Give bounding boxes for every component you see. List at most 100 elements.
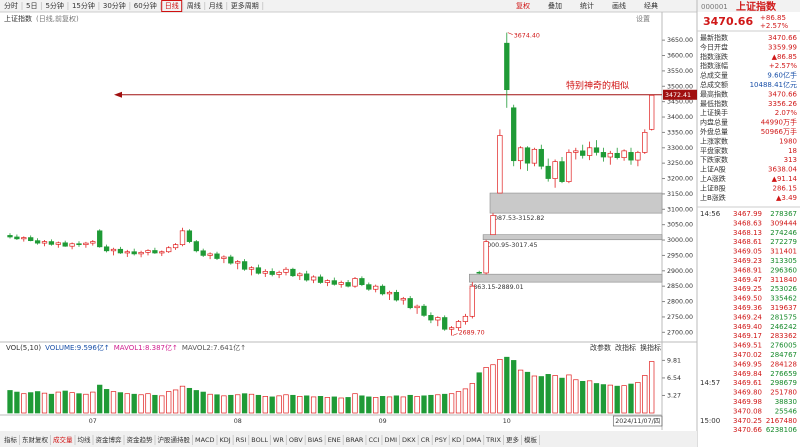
period-tab[interactable]: 更多周期 [231,1,259,10]
indicator-tab[interactable]: OBV [289,436,303,444]
tool-button[interactable]: 经典 [644,1,658,10]
candle-body [262,271,268,274]
tick-price: 3470.08 [733,407,762,415]
annotation: 特别神奇的相似 [566,79,629,91]
indicator-tab[interactable]: DKX [402,436,416,444]
period-tab[interactable]: 60分钟 [134,1,157,10]
indicator-tab[interactable]: 沪股通持股 [158,435,191,444]
indicator-tab[interactable]: BRAR [346,436,364,444]
tick-volume: 38830 [775,398,797,406]
indicator-tab[interactable]: RSI [236,436,247,444]
tool-button[interactable]: 复权 [516,1,530,10]
candle-body [21,237,27,240]
y-tick-label: 3650.00 [667,37,693,44]
volume-bar [462,388,469,414]
quote-label: 上证换手 [700,108,728,117]
tick-price: 3469.95 [733,360,762,368]
tick-volume: 311840 [770,276,797,284]
candle-body [476,271,482,274]
volume-bar [200,391,206,414]
volume-bar [566,374,572,414]
tool-button[interactable]: 画线 [612,1,626,10]
indicator-tab[interactable]: DMA [466,436,482,444]
tool-button[interactable]: 叠加 [548,1,562,10]
volume-bar [97,384,103,414]
indicator-tab[interactable]: TRIX [485,436,501,444]
volume-bar [559,377,565,414]
tick-volume: 274246 [770,229,797,237]
min-pointer [452,333,458,336]
indicator-tab[interactable]: CCI [368,436,379,444]
tick-price: 3468.63 [733,219,762,227]
period-tab[interactable]: 5日 [26,2,37,10]
settings[interactable]: 设置 [636,14,650,23]
indicator-tab[interactable]: CR [421,436,431,444]
indicator-button[interactable]: 改指标 [615,343,636,352]
quote-value: 3359.99 [768,43,797,51]
quote-label: 指数涨幅 [700,61,728,70]
volume-bar [7,390,13,414]
indicator-button[interactable]: 改参数 [590,343,611,352]
tick-volume: 278367 [770,210,797,218]
volume-bar [497,359,503,414]
indicator-tab[interactable]: DMI [384,436,397,444]
candle-body [490,215,496,236]
indicator-tab[interactable]: 资金博弈 [96,435,123,444]
indicator-tab[interactable]: 东财复权 [22,435,49,444]
volume-bar [221,395,227,414]
tick-price: 3470.25 [733,417,762,425]
volume-bar [166,391,172,414]
period-tab[interactable]: 15分钟 [72,1,95,10]
candle-body [497,135,503,194]
indicator-tab[interactable]: KDJ [219,436,230,444]
volume-bar [179,385,186,414]
indicator-tab[interactable]: 成交量 [53,435,73,444]
volume-tick-label: 6.54 [667,375,681,382]
y-tick-label: 2750.00 [667,314,693,321]
stock-pct: +2.57% [760,22,788,30]
period-tab[interactable]: 5分钟 [45,1,63,10]
volume-bar [324,397,331,414]
volume-bar [573,379,579,414]
indicator-tab[interactable]: 指标 [4,435,18,444]
indicator-tab[interactable]: MACD [195,436,214,444]
volume-bar [193,390,199,414]
volume-bar [317,396,324,414]
period-tab[interactable]: 周线 [187,1,201,10]
gap-label: 3000.95-3017.45 [483,242,537,249]
candle-body [345,282,351,287]
tick-price: 3469.40 [733,323,762,331]
quote-value: 10488.41亿元 [750,80,797,89]
indicator-button[interactable]: 换指标 [640,343,661,352]
y-tick-label: 3300.00 [667,145,693,152]
indicator-tab[interactable]: 资金趋势 [127,435,154,444]
indicator-tab[interactable]: 模板 [524,435,538,444]
volume-bar [621,385,627,414]
tool-button[interactable]: 统计 [580,1,594,10]
period-tab[interactable]: 月线 [209,1,223,10]
tick-price: 3469.17 [733,332,762,340]
indicator-tab[interactable]: 均线 [78,435,92,444]
indicator-tab[interactable]: ENE [328,436,341,444]
candle-body [283,268,289,273]
volume-bar [455,391,462,414]
indicator-tab[interactable]: PSY [435,436,447,444]
volume-bar [262,396,268,414]
indicator-tab[interactable]: BOLL [251,436,268,444]
indicator-tab[interactable]: 更多 [506,435,520,444]
candle-body [235,261,241,264]
y-tick-label: 3250.00 [667,160,693,167]
period-tab[interactable]: 30分钟 [103,1,126,10]
candle-body [455,321,462,329]
candle-body [103,246,110,252]
indicator-tab[interactable]: WR [273,436,284,444]
indicator-tab[interactable]: BIAS [308,436,323,444]
period-tab[interactable]: 分时 [4,1,18,10]
candle-body [310,276,317,281]
tick-price: 3469.36 [733,304,762,312]
volume-bar [255,394,262,414]
tick-volume: 25546 [775,407,798,415]
candle-body [504,42,510,91]
period-tab[interactable]: 日线 [165,1,179,10]
indicator-tab[interactable]: KD [452,436,461,444]
